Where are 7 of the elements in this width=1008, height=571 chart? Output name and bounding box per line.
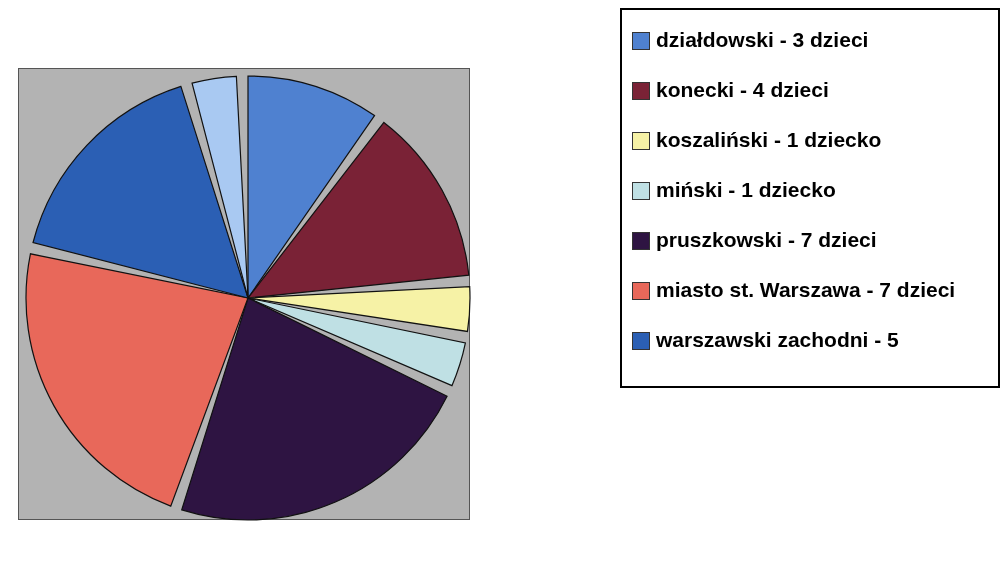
legend-label: warszawski zachodni - 5 [656,328,899,352]
legend-label: koszaliński - 1 dziecko [656,128,882,152]
legend-label: miasto st. Warszawa - 7 dzieci [656,278,956,302]
legend-label: miński - 1 dziecko [656,178,836,202]
legend-label: pruszkowski - 7 dzieci [656,228,877,252]
legend-label: działdowski - 3 dzieci [656,28,869,52]
legend-label: konecki - 4 dzieci [656,78,829,102]
